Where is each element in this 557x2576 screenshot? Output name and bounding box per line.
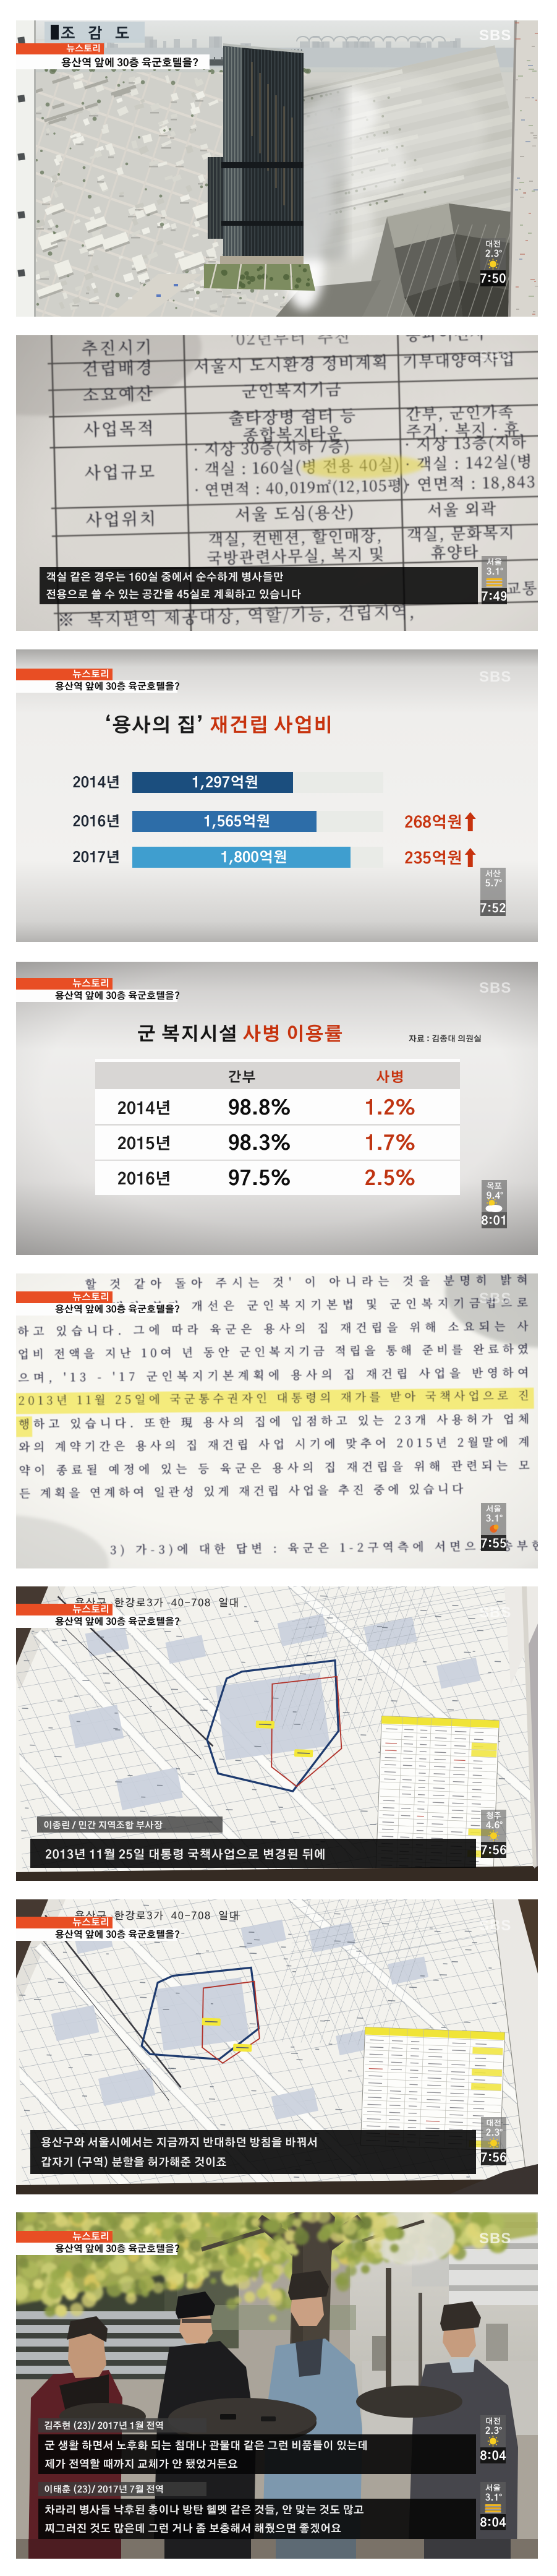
svg-text:SBS: SBS [479, 1917, 511, 1934]
svg-text:SBS: SBS [479, 2230, 511, 2247]
svg-text:SBS: SBS [479, 980, 511, 996]
svg-text:SBS: SBS [479, 27, 511, 44]
svg-text:SBS: SBS [479, 1290, 511, 1307]
svg-text:SBS: SBS [479, 669, 511, 685]
svg-text:SBS: SBS [479, 1604, 511, 1621]
svg-text:SBS: SBS [479, 348, 511, 365]
